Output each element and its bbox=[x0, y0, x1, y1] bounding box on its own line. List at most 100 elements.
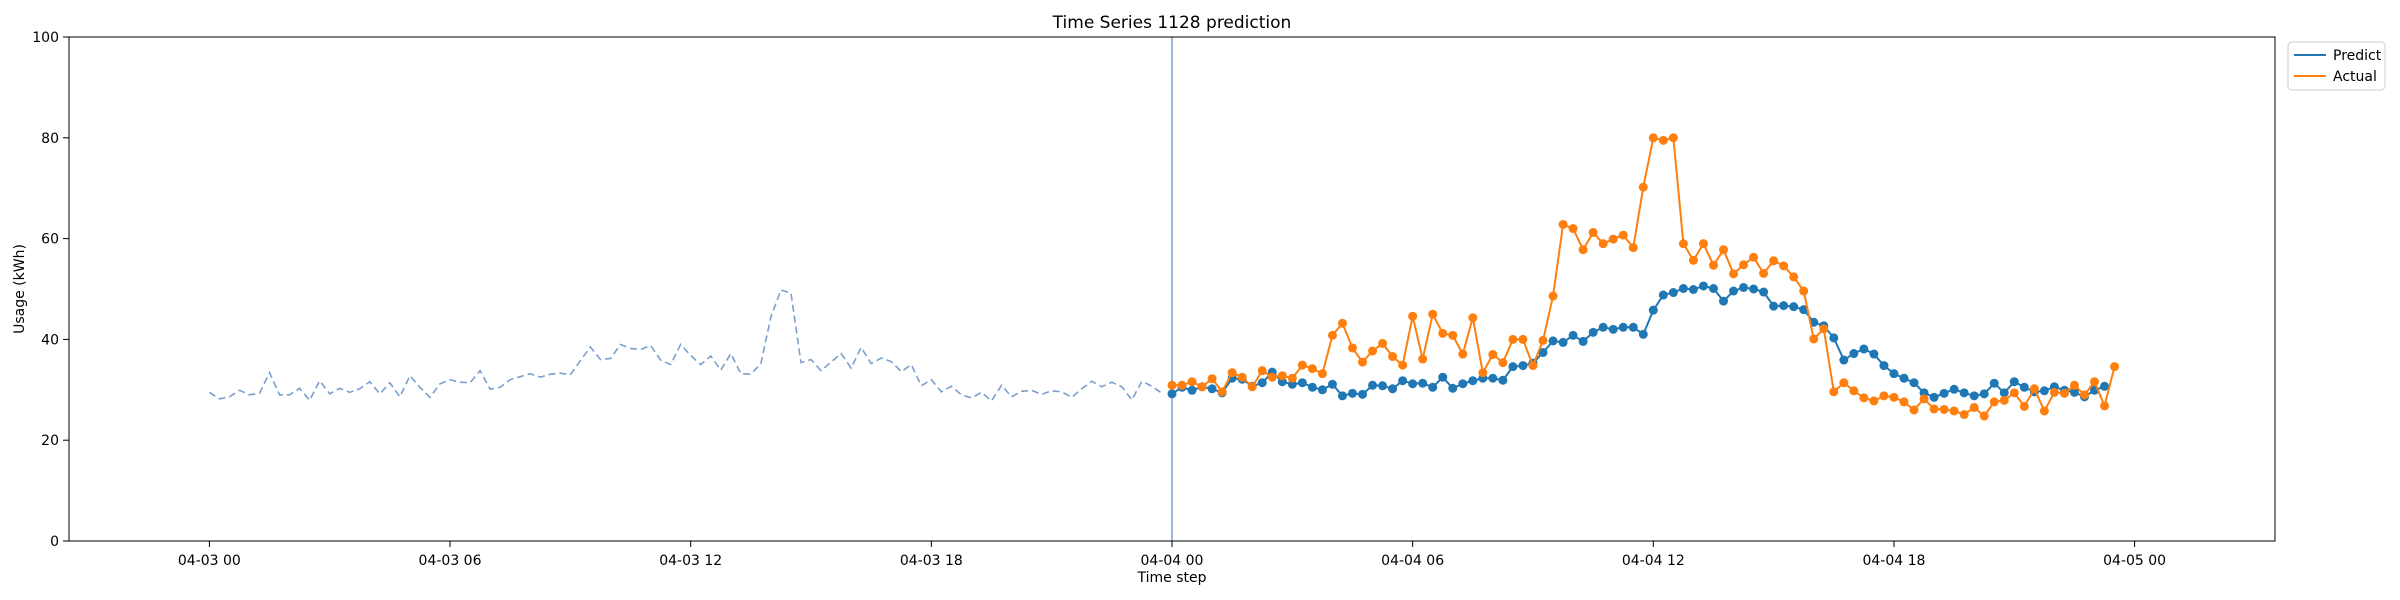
actual-point bbox=[1618, 230, 1628, 240]
x-tick-label: 04-03 18 bbox=[900, 553, 963, 569]
actual-point bbox=[1207, 374, 1217, 384]
actual-point bbox=[1829, 387, 1839, 397]
predict-point bbox=[1488, 373, 1498, 383]
predict-point bbox=[1257, 378, 1267, 388]
x-tick-label: 04-04 00 bbox=[1141, 553, 1204, 569]
actual-point bbox=[1909, 405, 1919, 415]
actual-point bbox=[2029, 384, 2039, 394]
actual-point bbox=[1528, 361, 1538, 371]
predict-point bbox=[1618, 322, 1628, 332]
predict-point bbox=[1458, 379, 1468, 389]
actual-point bbox=[1347, 343, 1357, 353]
legend-predict-label: Predict bbox=[2333, 48, 2382, 64]
predict-point bbox=[1708, 284, 1718, 293]
x-tick-label: 04-03 12 bbox=[659, 553, 722, 569]
actual-point bbox=[2009, 388, 2019, 398]
predict-point bbox=[1428, 382, 1438, 392]
predict-point bbox=[1849, 349, 1859, 359]
actual-point bbox=[2059, 388, 2069, 398]
actual-point bbox=[2090, 377, 2100, 387]
predict-point bbox=[1929, 392, 1939, 402]
y-tick-label: 100 bbox=[32, 30, 59, 46]
actual-point bbox=[1879, 391, 1889, 401]
predict-point bbox=[1518, 361, 1528, 371]
actual-point bbox=[1799, 286, 1809, 296]
actual-point bbox=[1498, 358, 1508, 368]
predict-point bbox=[1438, 372, 1448, 382]
actual-point bbox=[1628, 243, 1638, 253]
actual-point bbox=[2039, 406, 2049, 416]
predict-point bbox=[1638, 329, 1648, 339]
predict-point bbox=[1829, 333, 1839, 343]
predict-point bbox=[1207, 384, 1217, 394]
actual-point bbox=[1187, 377, 1197, 387]
x-axis-label: Time step bbox=[1137, 570, 1207, 586]
legend: Predict Actual bbox=[2287, 41, 2386, 91]
actual-point bbox=[1959, 410, 1969, 419]
predict-point bbox=[1187, 385, 1197, 395]
predict-point bbox=[2100, 381, 2110, 391]
actual-point bbox=[1277, 371, 1287, 381]
predict-point bbox=[1347, 388, 1357, 398]
predict-point bbox=[1327, 379, 1337, 389]
predict-point bbox=[1448, 383, 1458, 393]
actual-point bbox=[1458, 349, 1468, 359]
predict-point bbox=[1678, 284, 1688, 293]
predict-point bbox=[1759, 287, 1769, 297]
predict-point bbox=[1749, 284, 1759, 294]
actual-point bbox=[1438, 328, 1448, 338]
predict-point bbox=[1297, 378, 1307, 388]
actual-point bbox=[1588, 228, 1598, 238]
predict-point bbox=[1688, 285, 1698, 294]
actual-point bbox=[2019, 401, 2029, 411]
y-tick-label: 80 bbox=[41, 131, 59, 147]
x-tick-label: 04-05 00 bbox=[2103, 553, 2166, 569]
actual-point bbox=[1327, 330, 1337, 340]
predict-point bbox=[1979, 389, 1989, 399]
predict-point bbox=[1789, 302, 1799, 312]
predict-point bbox=[1398, 376, 1408, 386]
actual-point bbox=[1177, 380, 1187, 390]
actual-point bbox=[1648, 133, 1658, 143]
predict-point bbox=[1879, 361, 1889, 371]
predict-point bbox=[1989, 378, 1999, 388]
actual-point bbox=[1448, 330, 1458, 340]
x-tick-label: 04-04 12 bbox=[1622, 553, 1685, 569]
actual-point bbox=[1989, 397, 1999, 407]
predict-point bbox=[1598, 322, 1608, 332]
chart-title: Time Series 1128 prediction bbox=[1052, 13, 1292, 33]
x-axis-ticks: 04-03 00 04-03 06 04-03 12 04-03 18 04-04 00… bbox=[178, 541, 2166, 569]
predict-point bbox=[1769, 301, 1779, 311]
history-line bbox=[208, 289, 1163, 403]
actual-point bbox=[2079, 390, 2089, 400]
x-tick-label: 04-04 18 bbox=[1862, 553, 1925, 569]
predict-point bbox=[1548, 336, 1558, 346]
actual-point bbox=[1337, 318, 1347, 328]
actual-point bbox=[1749, 252, 1759, 262]
predict-point bbox=[1358, 389, 1368, 399]
actual-point bbox=[1237, 372, 1247, 382]
predict-point bbox=[1869, 349, 1879, 359]
actual-point bbox=[2069, 380, 2079, 390]
actual-point bbox=[1899, 397, 1909, 407]
actual-point bbox=[1779, 261, 1789, 271]
actual-point bbox=[1217, 387, 1227, 397]
actual-point bbox=[1668, 133, 1678, 143]
predict-point bbox=[1939, 388, 1949, 398]
actual-point bbox=[1358, 357, 1368, 367]
actual-point bbox=[1608, 234, 1618, 244]
actual-point bbox=[1839, 378, 1849, 388]
x-tick-label: 04-04 06 bbox=[1381, 553, 1444, 569]
actual-point bbox=[1227, 368, 1237, 378]
actual-point bbox=[1398, 360, 1408, 370]
actual-point bbox=[1969, 402, 1979, 412]
predict-point bbox=[1588, 327, 1598, 337]
predict-point bbox=[1729, 286, 1739, 296]
actual-point bbox=[1859, 393, 1869, 403]
y-axis-label: Usage (kWh) bbox=[12, 244, 28, 334]
predict-point bbox=[1578, 336, 1588, 346]
predict-point bbox=[1949, 384, 1959, 394]
actual-point bbox=[1578, 245, 1588, 255]
predict-point bbox=[1658, 290, 1668, 300]
